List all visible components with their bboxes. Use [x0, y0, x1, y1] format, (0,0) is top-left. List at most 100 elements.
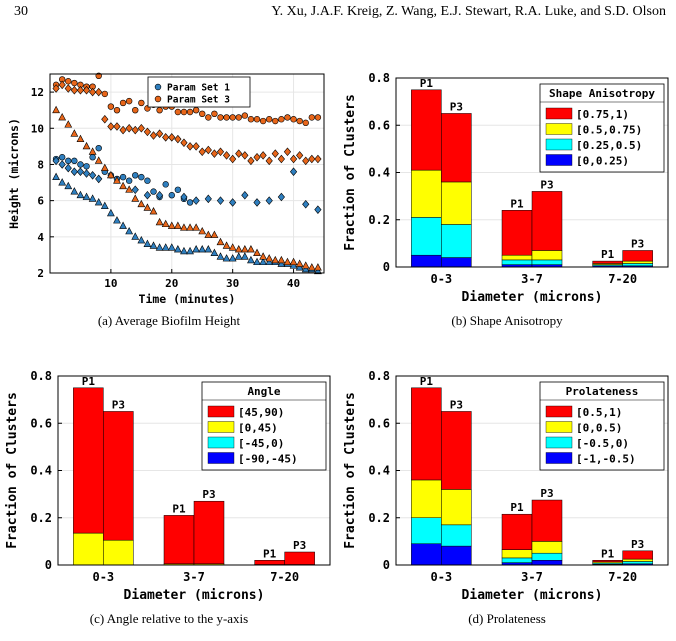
data-point — [186, 199, 194, 206]
data-point — [314, 205, 322, 214]
x-tick-label: 3-7 — [521, 570, 543, 584]
y-tick-label: 0.6 — [30, 416, 52, 430]
bar-label: P1 — [510, 501, 524, 514]
legend-swatch — [545, 107, 573, 120]
bar-segment — [411, 517, 442, 544]
data-point — [198, 245, 207, 253]
data-point — [278, 116, 285, 123]
data-point — [290, 116, 297, 123]
data-point — [156, 129, 164, 138]
y-axis-label: Fraction of Clusters — [5, 392, 20, 549]
data-point — [95, 87, 103, 97]
bar-segment — [411, 217, 442, 256]
data-point — [167, 243, 176, 251]
x-tick-label: 3-7 — [183, 570, 205, 584]
legend-swatch — [545, 421, 573, 433]
data-point — [143, 239, 152, 247]
data-point — [76, 167, 85, 176]
data-point — [52, 105, 60, 114]
data-point — [94, 156, 103, 164]
data-point — [216, 147, 225, 157]
data-point — [198, 226, 207, 235]
data-point — [295, 263, 304, 271]
data-point — [131, 185, 139, 195]
legend-box — [147, 76, 251, 108]
data-point — [88, 194, 97, 202]
data-point — [271, 149, 279, 158]
data-point — [204, 194, 212, 204]
x-tick-label: 0-3 — [430, 570, 452, 584]
data-point — [119, 221, 127, 229]
bar-label: P1 — [82, 375, 96, 388]
data-point — [132, 172, 139, 179]
data-point — [76, 190, 85, 199]
bar-segment — [103, 539, 134, 566]
data-point — [71, 157, 78, 165]
plot-frame — [57, 375, 331, 566]
bar-segment — [411, 387, 442, 481]
data-point — [253, 257, 261, 266]
x-tick-label: 7-20 — [270, 570, 299, 584]
bar-segment — [501, 513, 533, 550]
data-point — [265, 156, 273, 166]
y-tick-label: 0.2 — [30, 511, 52, 525]
legend-swatch — [545, 154, 573, 166]
x-tick-label: 20 — [165, 277, 178, 290]
bar-label: P3 — [450, 100, 463, 113]
data-point — [265, 196, 273, 205]
data-point — [173, 221, 182, 229]
data-point — [58, 154, 66, 161]
y-tick-label: 0.6 — [368, 416, 390, 430]
data-point — [204, 230, 213, 238]
data-point — [64, 181, 73, 190]
data-point — [199, 110, 206, 117]
data-point — [149, 131, 158, 140]
data-point — [302, 199, 310, 209]
data-point — [149, 241, 158, 249]
y-tick-label: 0 — [383, 260, 390, 274]
data-point — [131, 194, 140, 202]
y-tick-label: 0 — [383, 558, 390, 572]
y-tick-label: 0.4 — [368, 166, 390, 180]
data-point — [83, 163, 90, 170]
y-tick-label: 0.2 — [368, 511, 390, 525]
data-point — [211, 110, 218, 117]
bar-segment — [531, 560, 563, 566]
data-point — [210, 248, 219, 256]
legend-label: [0,0.5) — [576, 422, 622, 435]
plot-frame — [395, 375, 669, 566]
bar-segment — [411, 89, 442, 171]
data-point — [64, 120, 73, 128]
data-point — [253, 248, 261, 256]
data-point — [119, 173, 127, 181]
bar-segment — [441, 257, 472, 268]
data-point — [65, 157, 72, 165]
y-tick-label: 0.8 — [368, 369, 390, 383]
data-point — [222, 151, 231, 160]
x-axis-label: Diameter (microns) — [462, 588, 603, 603]
bar-segment — [411, 169, 442, 218]
data-point — [58, 160, 66, 169]
x-tick-label: 40 — [287, 277, 300, 290]
data-point — [58, 112, 67, 121]
data-point — [125, 177, 133, 184]
data-point — [289, 261, 298, 269]
data-point — [272, 117, 279, 125]
x-axis-label: Diameter (microns) — [462, 290, 603, 305]
data-point — [240, 245, 249, 253]
legend-title: Prolateness — [566, 385, 639, 398]
bar-label: P3 — [631, 538, 644, 551]
data-point — [192, 196, 200, 205]
legend-label: [0,0.25) — [576, 155, 629, 168]
data-point — [314, 263, 322, 271]
legend-swatch — [545, 452, 573, 464]
data-point — [277, 154, 285, 164]
legend-swatch — [545, 123, 573, 135]
angle-bar-chart: 0 0.2 0.4 0.6 0.8 0-3 P1 P3 3-7 P1 P3 7-20 P1 P3 Angle… — [5, 369, 331, 603]
data-point — [234, 245, 243, 253]
data-point — [76, 134, 85, 143]
x-tick-label: 10 — [104, 277, 117, 290]
data-point — [301, 261, 310, 269]
data-point — [106, 208, 115, 217]
